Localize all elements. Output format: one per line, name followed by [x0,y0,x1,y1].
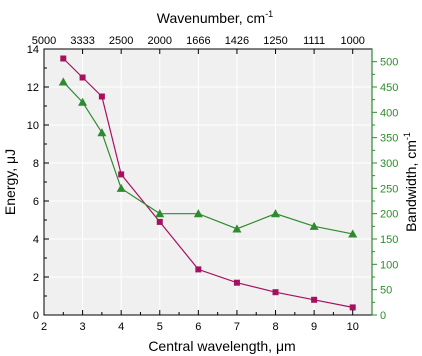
bandwidth-point [232,224,242,233]
bandwidth-point [78,97,88,106]
bandwidth-series-line [62,81,353,235]
left-axis-unit: μJ [2,149,18,164]
bandwidth-point [97,128,107,137]
y-right-tick-label: 200 [380,209,398,221]
top-tick-label: 3333 [70,35,94,47]
energy-point [60,55,67,62]
x-tick-label: 10 [347,321,359,333]
bandwidth-point [155,209,165,218]
top-tick-label: 1250 [263,35,287,47]
top-axis-title-sup: -1 [265,9,273,19]
energy-point [349,304,356,311]
energy-point [118,171,125,178]
top-tick-label: 1111 [303,35,325,47]
y-right-tick-label: 0 [380,310,386,322]
series-layer [58,55,358,311]
energy-point [311,296,318,303]
x-tick-label: 9 [311,321,317,333]
x-tick-label: 6 [195,321,201,333]
x-axis-unit: μm [276,338,296,354]
y-left-tick-label: 4 [33,234,39,246]
y-right-tick-label: 150 [380,234,398,246]
x-tick-label: 2 [41,321,47,333]
x-tick-label: 4 [118,321,124,333]
x-tick-label: 7 [234,321,240,333]
top-axis-title: Wavenumber, cm-1 [157,9,273,26]
plot-area [44,49,372,315]
y-right-tick-label: 400 [380,107,398,119]
x-tick-label: 3 [80,321,86,333]
y-right-tick-label: 350 [380,133,398,145]
y-right-tick-label: 450 [380,82,398,94]
y-right-tick-label: 250 [380,183,398,195]
y-right-tick-label: 500 [380,57,398,69]
right-axis-title-sup: -1 [402,132,412,140]
left-axis-title: Energy, μJ [2,149,18,215]
energy-series-line [62,58,353,308]
grid-lines [44,49,372,315]
energy-point [272,289,279,296]
top-tick-label: 1000 [340,35,364,47]
right-axis-title: Bandwidth, cm-1 [402,132,419,232]
bandwidth-point [348,229,358,238]
energy-point [233,279,240,286]
energy-point [195,266,202,273]
y-right-tick-label: 300 [380,158,398,170]
y-right-tick-label: 50 [380,285,392,297]
y-left-tick-label: 2 [33,272,39,284]
y-left-tick-label: 6 [33,196,39,208]
x-axis-title: Central wavelength, μm [148,338,295,354]
top-tick-label: 5000 [32,35,56,47]
top-tick-label: 2000 [148,35,172,47]
bandwidth-point [309,221,319,230]
energy-point [79,74,86,81]
bandwidth-point [193,209,203,218]
top-tick-label: 2500 [109,35,133,47]
energy-point [156,218,163,225]
y-left-tick-label: 12 [27,82,39,94]
y-left-tick-label: 8 [33,158,39,170]
top-tick-label: 1666 [186,35,210,47]
x-tick-label: 5 [157,321,163,333]
energy-point [98,93,105,100]
x-tick-label: 8 [272,321,278,333]
bandwidth-point [58,77,68,86]
y-left-tick-label: 10 [27,120,39,132]
bandwidth-point [271,209,281,218]
y-right-tick-label: 100 [380,259,398,271]
top-tick-label: 1426 [225,35,249,47]
y-left-tick-label: 0 [33,310,39,322]
bandwidth-point [116,183,126,192]
y-left-tick-label: 14 [27,44,39,56]
